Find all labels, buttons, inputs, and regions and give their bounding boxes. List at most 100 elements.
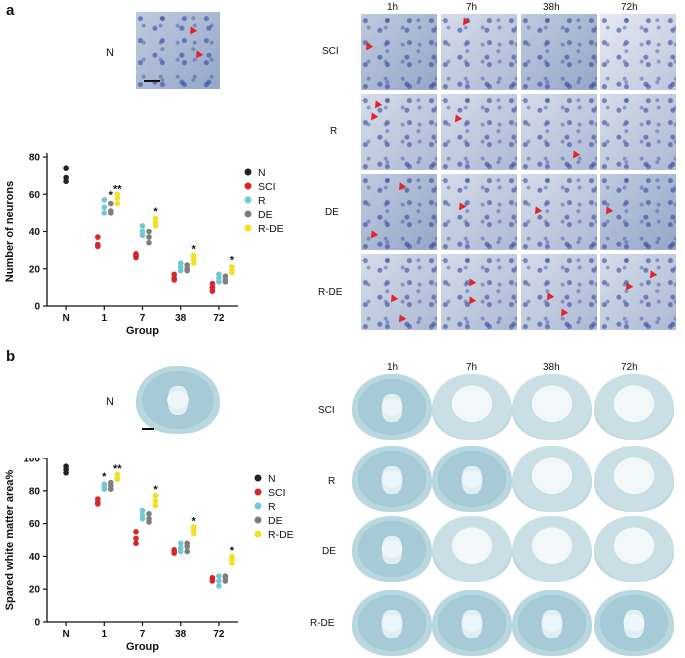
control-label-a: N xyxy=(106,47,114,59)
spinal-cord-section xyxy=(432,516,512,582)
neuron-arrow-icon xyxy=(455,202,467,213)
data-point xyxy=(146,234,152,240)
significance-annotation: * xyxy=(153,484,158,496)
spinal-cord-section xyxy=(136,366,220,434)
data-point xyxy=(63,165,69,171)
data-point xyxy=(133,254,139,261)
x-tick-label: 1 xyxy=(102,629,108,640)
neuron-arrow-icon xyxy=(192,50,204,61)
y-tick-label: 20 xyxy=(29,264,41,275)
row-label-a-r: R xyxy=(330,126,338,137)
y-tick-label: 60 xyxy=(29,190,41,201)
histology-rde-72h xyxy=(600,254,676,330)
significance-annotation: * xyxy=(192,243,197,255)
control-spinal-section-b xyxy=(134,366,222,436)
x-tick-label: 72 xyxy=(213,629,225,640)
significance-annotation: * xyxy=(230,545,235,557)
legend-label: N xyxy=(268,473,276,485)
histology-r-38h xyxy=(521,94,597,170)
data-point xyxy=(101,204,108,211)
histology-de-1h xyxy=(361,174,437,250)
data-point xyxy=(171,550,177,556)
data-point xyxy=(95,501,101,507)
legend-marker xyxy=(254,488,262,496)
neuron-arrow-icon xyxy=(646,270,658,281)
panel-letter-b: b xyxy=(6,348,16,365)
data-point xyxy=(114,195,121,201)
data-point xyxy=(152,492,159,499)
neuron-arrow-icon xyxy=(465,278,477,289)
neuron-arrow-icon xyxy=(465,296,477,307)
neuron-arrow-icon xyxy=(387,294,399,305)
spinal-cord-section xyxy=(352,446,432,512)
x-tick-label: N xyxy=(62,313,69,324)
legend-label: R xyxy=(268,501,276,513)
neuron-arrow-icon xyxy=(531,206,543,217)
histology-de-38h xyxy=(521,174,597,250)
data-point xyxy=(222,278,229,285)
y-tick-label: 60 xyxy=(29,519,41,530)
scale-bar xyxy=(142,428,154,430)
spinal-cord-section xyxy=(594,374,674,440)
section-rde-38h xyxy=(512,590,592,656)
data-point xyxy=(229,560,235,566)
data-point xyxy=(171,277,177,283)
neuron-arrow-icon xyxy=(367,112,379,123)
section-rde-7h xyxy=(432,590,512,656)
data-point xyxy=(63,178,69,185)
time-label-a-2: 7h xyxy=(466,2,478,13)
legend-label: SCI xyxy=(268,487,286,499)
spinal-cord-section xyxy=(432,446,512,512)
data-point xyxy=(139,507,146,514)
white-matter-chart: 0 20 40 60 80 100 N 1 7 38 72 Group Spared white mat… xyxy=(4,458,294,653)
legend-label: DE xyxy=(258,209,273,221)
y-tick-label: 0 xyxy=(34,618,40,629)
significance-annotation: * xyxy=(102,471,107,483)
time-label-a-3: 38h xyxy=(543,2,560,13)
section-rde-72h xyxy=(594,590,674,656)
spinal-cord-section xyxy=(512,590,592,656)
legend-label: R xyxy=(258,195,266,207)
legend-marker xyxy=(244,196,252,204)
y-axis-label: Number of neurons xyxy=(4,181,16,282)
spinal-cord-section xyxy=(512,446,592,512)
data-point xyxy=(209,288,216,294)
data-point xyxy=(190,260,197,266)
time-label-b-3: 38h xyxy=(543,362,560,373)
section-r-1h xyxy=(352,446,432,512)
data-point xyxy=(190,530,197,537)
section-de-7h xyxy=(432,516,512,582)
spinal-cord-section xyxy=(594,590,674,656)
time-label-b-4: 72h xyxy=(621,362,638,373)
y-tick-label: 20 xyxy=(29,585,41,596)
data-point xyxy=(146,519,152,525)
data-point xyxy=(222,578,229,584)
legend-label: N xyxy=(258,167,266,179)
spinal-cord-section xyxy=(432,590,512,656)
x-axis-label: Group xyxy=(126,641,159,653)
data-point xyxy=(152,502,159,509)
row-label-b-sci: SCI xyxy=(318,405,335,416)
time-label-b-2: 7h xyxy=(466,362,478,373)
legend-marker xyxy=(254,530,262,538)
legend-label: DE xyxy=(268,515,283,527)
y-tick-label: 80 xyxy=(29,486,41,497)
y-axis-label: Spared white matter area% xyxy=(4,469,16,610)
y-tick-label: 80 xyxy=(29,153,41,164)
neuron-arrow-icon xyxy=(557,308,569,319)
spinal-cord-section xyxy=(352,590,432,656)
data-point xyxy=(139,232,146,239)
section-de-1h xyxy=(352,516,432,582)
spinal-cord-section xyxy=(594,516,674,582)
section-r-72h xyxy=(594,446,674,512)
data-point xyxy=(101,486,108,492)
significance-annotation: * xyxy=(230,254,235,266)
spinal-cord-section xyxy=(352,516,432,582)
data-point xyxy=(146,239,152,246)
x-tick-label: 7 xyxy=(140,629,146,640)
data-point xyxy=(177,267,184,274)
data-point xyxy=(108,200,114,207)
histology-rde-1h xyxy=(361,254,437,330)
section-sci-72h xyxy=(594,374,674,440)
data-point xyxy=(139,515,146,522)
